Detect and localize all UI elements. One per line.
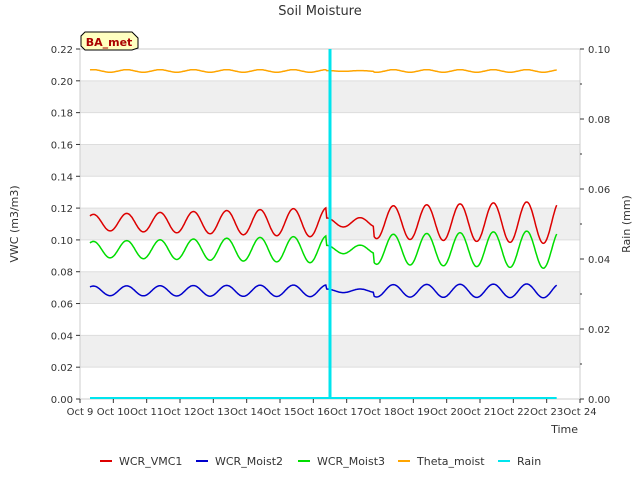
y-left-tick-label: 0.12 bbox=[51, 204, 73, 215]
y-left-tick-label: 0.16 bbox=[51, 140, 73, 151]
y-right-tick-label: 0.10 bbox=[588, 45, 610, 56]
y-right-tick-label: 0.04 bbox=[588, 255, 610, 266]
x-tick-label: Oct 19 bbox=[397, 407, 430, 418]
x-tick-label: Oct 22 bbox=[497, 407, 530, 418]
y-axis-left-label: VWC (m3/m3) bbox=[8, 185, 21, 262]
y-right-tick-label: 0.00 bbox=[588, 395, 610, 406]
y-left-tick-label: 0.14 bbox=[51, 172, 73, 183]
series-line-wcr-moist2 bbox=[89, 283, 558, 299]
x-tick-label: Oct 12 bbox=[163, 407, 196, 418]
legend-label: Theta_moist bbox=[416, 455, 485, 468]
series-line-theta-moist bbox=[89, 68, 557, 73]
x-tick-label: Oct 23 bbox=[530, 407, 563, 418]
chart-title: Soil Moisture bbox=[278, 4, 362, 19]
x-tick-label: Oct 18 bbox=[363, 407, 396, 418]
y-right-tick-label: 0.08 bbox=[588, 115, 610, 126]
series-line-wcr-vmc1 bbox=[89, 201, 558, 245]
axes: 0.00 0.02 0.04 0.06 0.08 0.10 0.12 0.14 0.16 0.18… bbox=[51, 45, 611, 418]
y-left-tick-label: 0.00 bbox=[51, 395, 73, 406]
legend-label: WCR_Moist2 bbox=[215, 455, 283, 468]
y-left-tick-label: 0.20 bbox=[51, 77, 73, 88]
legend-label: WCR_Moist3 bbox=[317, 455, 385, 468]
x-axis-label: Time bbox=[550, 423, 578, 436]
annotation-box bbox=[80, 31, 139, 51]
y-left-tick-label: 0.02 bbox=[51, 363, 73, 374]
annotation-text: BA_met bbox=[86, 36, 133, 49]
y-left-tick-label: 0.18 bbox=[51, 109, 73, 120]
y-left-tick-label: 0.22 bbox=[51, 45, 73, 56]
y-left-tick-label: 0.04 bbox=[51, 331, 73, 342]
x-tick-label: Oct 20 bbox=[430, 407, 463, 418]
x-tick-label: Oct 14 bbox=[230, 407, 263, 418]
y-axis-right-label: Rain (mm) bbox=[620, 195, 633, 253]
y-right-tick-label: 0.06 bbox=[588, 185, 610, 196]
x-tick-label: Oct 16 bbox=[297, 407, 330, 418]
annotation-badge: BA_met bbox=[80, 31, 139, 51]
x-tick-label: Oct 24 bbox=[563, 407, 596, 418]
legend: WCR_VMC1 WCR_Moist2 WCR_Moist3 Theta_moist R… bbox=[100, 455, 541, 468]
x-tick-label: Oct 10 bbox=[97, 407, 130, 418]
y-right-tick-label: 0.02 bbox=[588, 325, 610, 336]
x-tick-label: Oct 9 bbox=[67, 407, 94, 418]
x-tick-label: Oct 15 bbox=[263, 407, 296, 418]
y-left-tick-label: 0.08 bbox=[51, 268, 73, 279]
legend-label: WCR_VMC1 bbox=[119, 455, 182, 468]
y-left-tick-label: 0.06 bbox=[51, 300, 73, 311]
x-tick-label: Oct 21 bbox=[463, 407, 496, 418]
x-tick-label: Oct 11 bbox=[130, 407, 163, 418]
x-tick-label: Oct 17 bbox=[330, 407, 363, 418]
y-left-tick-label: 0.10 bbox=[51, 236, 73, 247]
series-layer bbox=[89, 49, 558, 399]
legend-label: Rain bbox=[517, 455, 541, 468]
x-tick-label: Oct 13 bbox=[197, 407, 230, 418]
series-line-wcr-moist3 bbox=[89, 230, 558, 269]
